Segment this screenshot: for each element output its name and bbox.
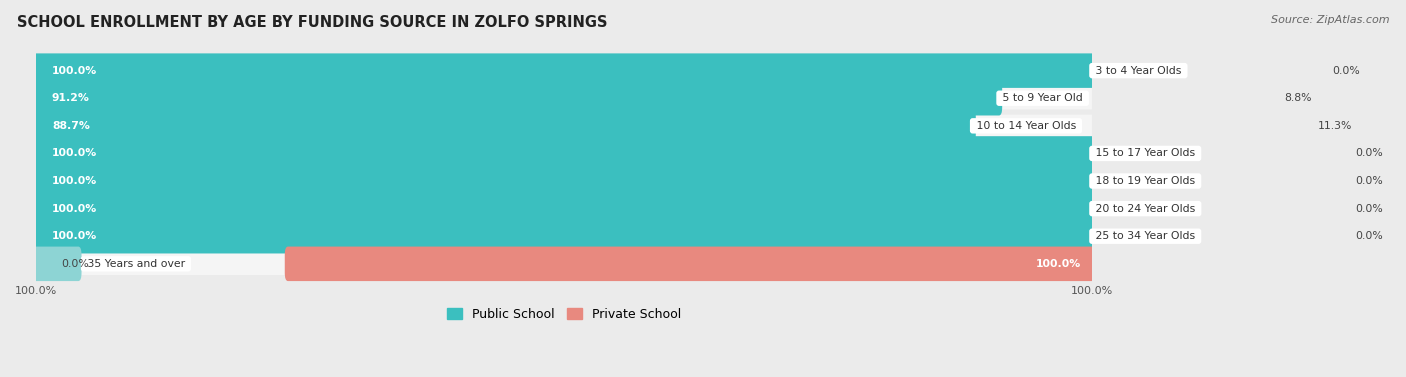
FancyBboxPatch shape [1305,192,1347,226]
FancyBboxPatch shape [1178,81,1277,115]
Text: 3 to 4 Year Olds: 3 to 4 Year Olds [1092,66,1185,76]
Text: 88.7%: 88.7% [52,121,90,131]
FancyBboxPatch shape [1305,219,1347,253]
Text: 0.0%: 0.0% [1333,66,1361,76]
Text: 8.8%: 8.8% [1285,93,1312,103]
Text: 0.0%: 0.0% [1355,149,1382,158]
Text: 10 to 14 Year Olds: 10 to 14 Year Olds [973,121,1080,131]
FancyBboxPatch shape [32,109,976,143]
Text: 100.0%: 100.0% [52,231,97,241]
FancyBboxPatch shape [1305,164,1347,198]
Legend: Public School, Private School: Public School, Private School [441,303,686,326]
FancyBboxPatch shape [37,253,1092,275]
Text: 11.3%: 11.3% [1317,121,1353,131]
FancyBboxPatch shape [37,142,1092,165]
FancyBboxPatch shape [37,115,1092,137]
FancyBboxPatch shape [37,87,1092,109]
FancyBboxPatch shape [1282,54,1326,88]
FancyBboxPatch shape [32,136,1095,171]
Text: 0.0%: 0.0% [1355,231,1382,241]
Text: 35 Years and over: 35 Years and over [83,259,188,269]
Text: 100.0%: 100.0% [1036,259,1081,269]
FancyBboxPatch shape [32,81,1002,115]
FancyBboxPatch shape [37,170,1092,192]
FancyBboxPatch shape [32,192,1095,226]
Text: SCHOOL ENROLLMENT BY AGE BY FUNDING SOURCE IN ZOLFO SPRINGS: SCHOOL ENROLLMENT BY AGE BY FUNDING SOUR… [17,15,607,30]
Text: 25 to 34 Year Olds: 25 to 34 Year Olds [1092,231,1198,241]
FancyBboxPatch shape [37,198,1092,220]
Text: 91.2%: 91.2% [52,93,90,103]
FancyBboxPatch shape [32,164,1095,198]
Text: 5 to 9 Year Old: 5 to 9 Year Old [1000,93,1087,103]
Text: 15 to 17 Year Olds: 15 to 17 Year Olds [1092,149,1198,158]
Text: 100.0%: 100.0% [52,149,97,158]
FancyBboxPatch shape [37,60,1092,82]
FancyBboxPatch shape [1185,109,1310,143]
Text: 100.0%: 100.0% [52,66,97,76]
FancyBboxPatch shape [1305,136,1347,171]
Text: 100.0%: 100.0% [52,176,97,186]
FancyBboxPatch shape [37,225,1092,247]
FancyBboxPatch shape [285,247,1095,281]
FancyBboxPatch shape [32,247,82,281]
Text: 0.0%: 0.0% [1355,176,1382,186]
Text: 20 to 24 Year Olds: 20 to 24 Year Olds [1092,204,1199,214]
Text: 100.0%: 100.0% [52,204,97,214]
Text: 0.0%: 0.0% [62,259,89,269]
FancyBboxPatch shape [32,54,1095,88]
Text: Source: ZipAtlas.com: Source: ZipAtlas.com [1271,15,1389,25]
FancyBboxPatch shape [32,219,1095,253]
Text: 18 to 19 Year Olds: 18 to 19 Year Olds [1092,176,1198,186]
Text: 0.0%: 0.0% [1355,204,1382,214]
